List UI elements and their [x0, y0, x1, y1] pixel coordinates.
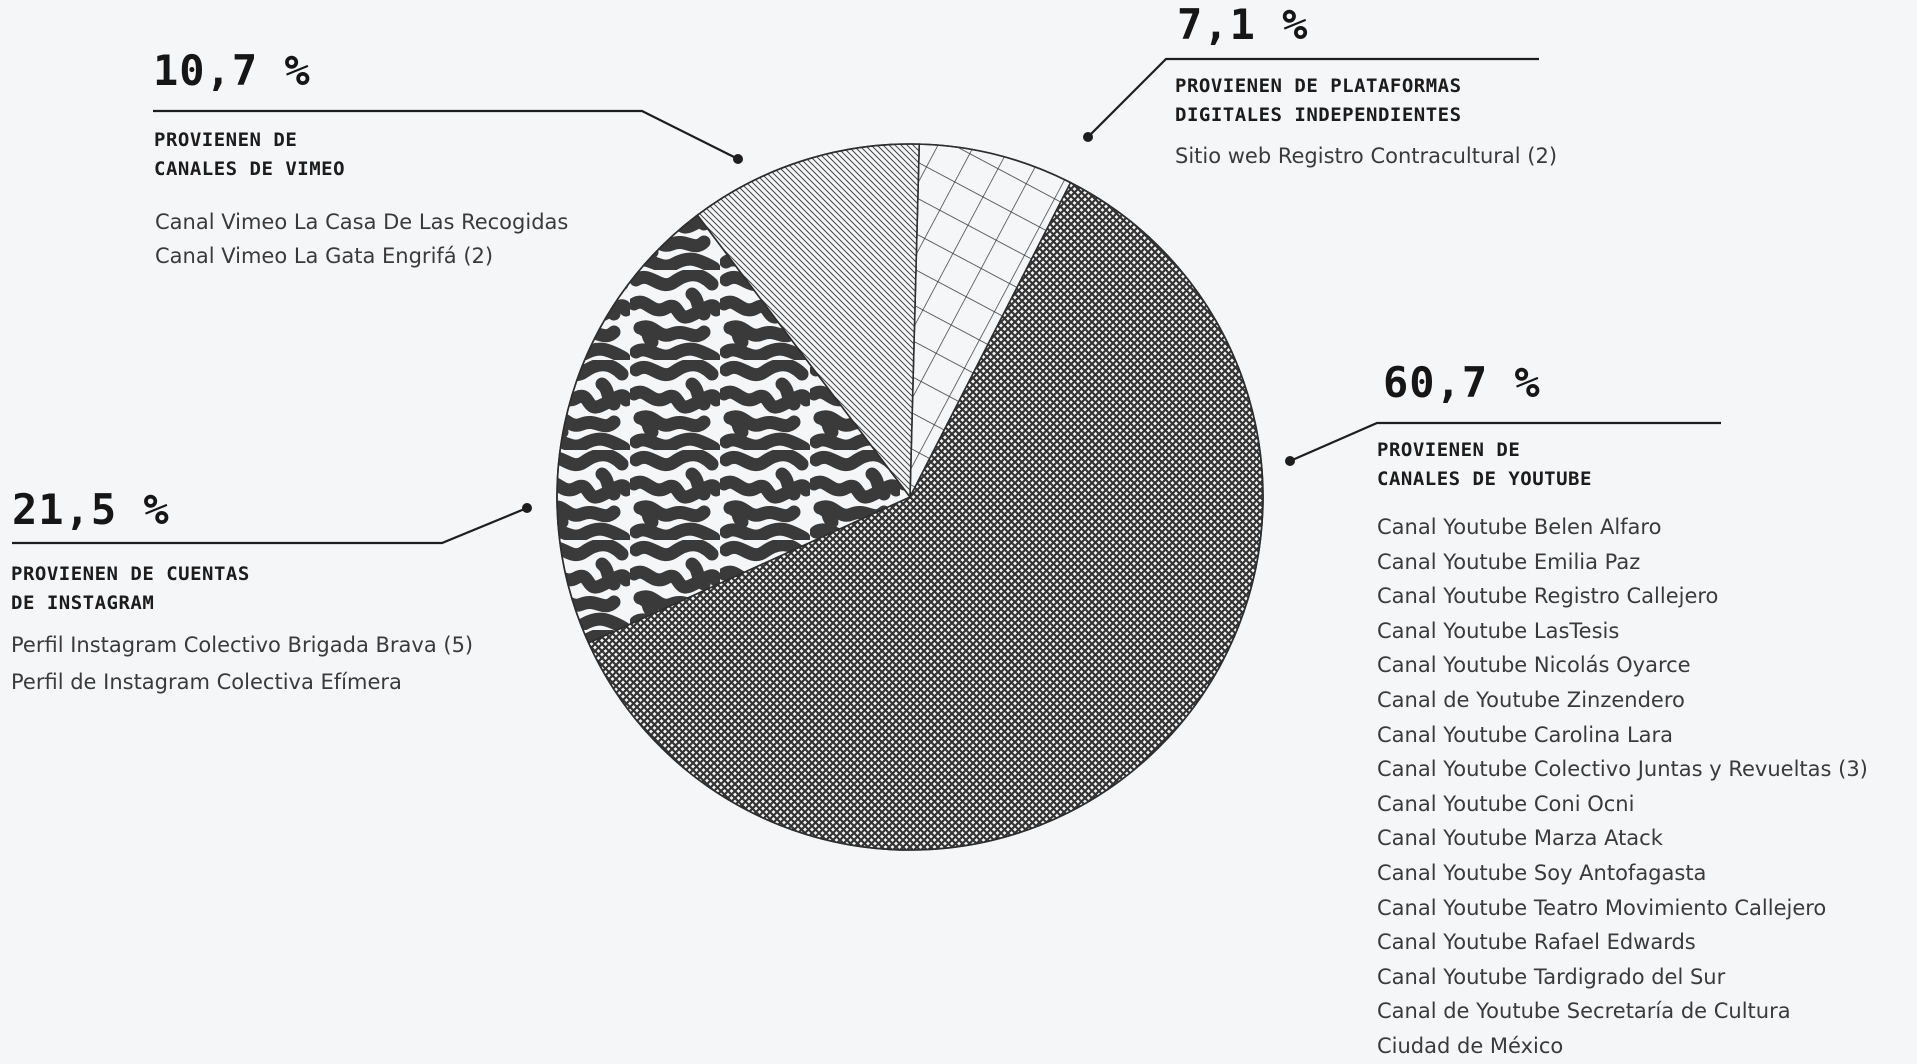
list-item: Canal Youtube Teatro Movimiento Callejer… — [1377, 895, 1827, 920]
heading-line: PROVIENEN DE PLATAFORMAS — [1175, 75, 1462, 97]
leader-dot-independientes — [1083, 132, 1093, 142]
list-item: Canal Youtube Carolina Lara — [1377, 722, 1674, 747]
heading-line: PROVIENEN DE — [154, 129, 298, 151]
heading-line: DIGITALES INDEPENDIENTES — [1175, 104, 1462, 126]
list-item: Canal Youtube Coni Ocni — [1377, 791, 1635, 816]
list-item: Canal de Youtube Secretaría de Cultura — [1377, 999, 1791, 1024]
list-item: Canal Youtube Belen Alfaro — [1377, 515, 1662, 539]
list-item: Canal Youtube Marza Atack — [1377, 826, 1663, 851]
pie-group — [556, 143, 1264, 851]
percent-label-vimeo: 10,7 % — [153, 46, 311, 95]
heading-youtube: PROVIENEN DE CANALES DE YOUTUBE — [1377, 436, 1592, 494]
leader-dot-instagram — [522, 503, 532, 513]
leader-line-independientes — [1087, 57, 1539, 138]
list-item: Perfil de Instagram Colectiva Efímera — [11, 670, 402, 694]
percent-label-independientes: 7,1 % — [1177, 0, 1309, 49]
heading-independientes: PROVIENEN DE PLATAFORMAS DIGITALES INDEP… — [1175, 72, 1462, 130]
source-list-independientes: Sitio web Registro Contracultural (2) — [1175, 139, 1557, 173]
list-item: Canal Vimeo La Casa De Las Recogidas — [155, 210, 569, 234]
list-item: Canal Youtube Colectivo Juntas y Revuelt… — [1377, 757, 1868, 782]
leader-lines — [12, 57, 1721, 545]
leader-line-instagram — [12, 506, 528, 545]
pie-outline — [556, 143, 1264, 851]
source-list-vimeo: Canal Vimeo La Casa De Las Recogidas Can… — [155, 205, 568, 273]
heading-vimeo: PROVIENEN DE CANALES DE VIMEO — [154, 126, 345, 184]
heading-line: PROVIENEN DE CUENTAS — [11, 563, 250, 585]
leader-line-youtube — [1289, 421, 1721, 463]
list-item: Perfil Instagram Colectivo Brigada Brava… — [11, 633, 474, 657]
leader-line-vimeo — [153, 109, 739, 160]
heading-instagram: PROVIENEN DE CUENTAS DE INSTAGRAM — [11, 560, 250, 618]
percent-label-youtube: 60,7 % — [1383, 358, 1541, 407]
list-item: Canal Youtube Nicolás Oyarce — [1377, 653, 1691, 678]
percent-label-instagram: 21,5 % — [12, 485, 170, 534]
list-item: Sitio web Registro Contracultural (2) — [1175, 144, 1558, 168]
heading-line: PROVIENEN DE — [1377, 439, 1521, 461]
list-item: Canal Vimeo La Gata Engrifá (2) — [155, 244, 494, 268]
list-item: Canal Youtube Registro Callejero — [1377, 584, 1719, 609]
list-item: Canal Youtube Tardigrado del Sur — [1377, 964, 1726, 989]
heading-line: CANALES DE YOUTUBE — [1377, 468, 1592, 490]
heading-line: DE INSTAGRAM — [11, 592, 155, 614]
list-item: Canal Youtube Soy Antofagasta — [1377, 860, 1707, 885]
list-item: Canal Youtube LasTesis — [1377, 618, 1620, 643]
heading-line: CANALES DE VIMEO — [154, 158, 346, 180]
list-item: Canal Youtube Rafael Edwards — [1377, 930, 1696, 955]
leader-dot-vimeo — [733, 154, 743, 164]
source-list-youtube: Canal Youtube Belen Alfaro Canal Youtube… — [1377, 510, 1868, 1064]
list-item: Canal de Youtube Zinzendero — [1377, 687, 1685, 712]
source-list-instagram: Perfil Instagram Colectivo Brigada Brava… — [11, 627, 473, 701]
list-item: Ciudad de México — [1377, 1033, 1564, 1058]
list-item: Canal Youtube Emilia Paz — [1377, 549, 1641, 574]
leader-dot-youtube — [1285, 456, 1295, 466]
